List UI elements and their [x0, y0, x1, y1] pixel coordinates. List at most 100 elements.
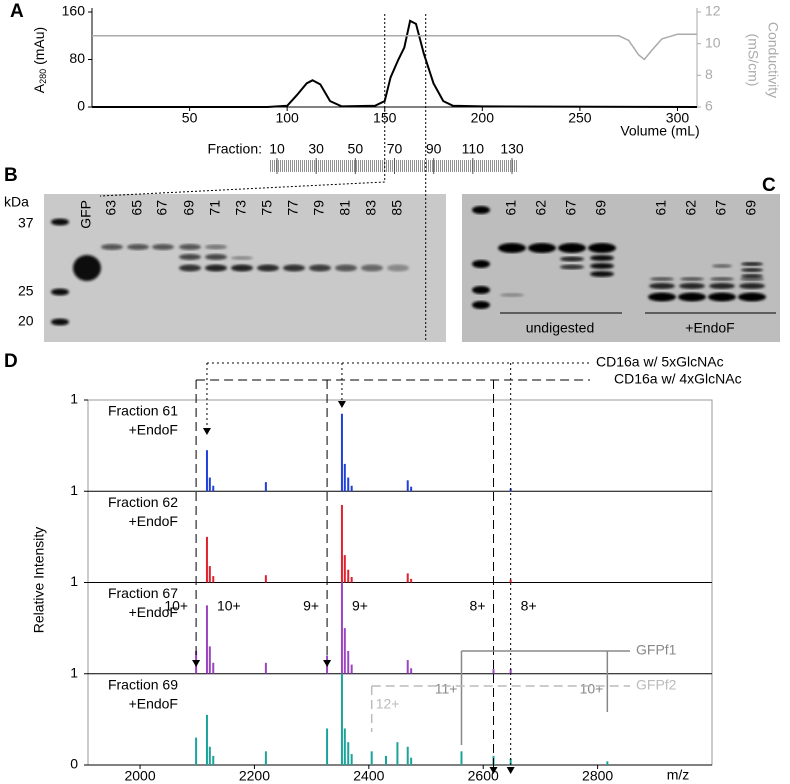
x-tick-label: 250	[568, 110, 592, 126]
lane-label: 65	[129, 200, 145, 216]
gel-band	[472, 301, 490, 309]
data-line	[92, 33, 697, 61]
lane-label: 75	[259, 200, 275, 216]
fragment-charge: 10+	[580, 681, 604, 697]
panel-letter: C	[762, 175, 776, 196]
gel-band	[590, 263, 614, 269]
gel-band	[710, 277, 734, 281]
gel-band	[152, 244, 174, 250]
gel-band	[649, 283, 675, 289]
gel-band	[283, 264, 305, 272]
x-tick-label: 2400	[353, 768, 384, 784]
lane-label: 69	[593, 200, 609, 216]
spectrum-label: Fraction 62	[108, 494, 178, 510]
fraction-scale	[270, 160, 517, 172]
gel-band	[335, 264, 357, 272]
fraction-tick-label: 130	[500, 141, 524, 157]
gel-band	[648, 292, 676, 302]
gel-band	[709, 283, 735, 289]
spectrum-label: +EndoF	[129, 695, 178, 711]
gel-band	[51, 218, 69, 226]
lane-label: 73	[233, 200, 249, 216]
y-tick-label: 160	[62, 3, 86, 19]
y-tick-label: 1	[70, 664, 78, 680]
gel-band	[179, 254, 201, 260]
lane-label: 83	[363, 200, 379, 216]
arrow-head	[337, 401, 346, 408]
lane-label: 77	[285, 200, 301, 216]
gel-band	[309, 264, 331, 272]
y-tick-label: 0	[70, 756, 78, 772]
lane-label: 67	[713, 200, 729, 216]
gel-band	[257, 264, 279, 272]
fraction-label: Fraction:	[208, 141, 262, 157]
lane-label: 67	[154, 200, 170, 216]
lane-label: 71	[207, 200, 223, 216]
lane-label: 63	[103, 200, 119, 216]
lane-label: 67	[563, 200, 579, 216]
gel-band	[361, 264, 383, 272]
x-axis-label: m/z	[667, 767, 690, 783]
y2-tick-label: 8	[705, 66, 713, 82]
lane-label: 81	[337, 200, 353, 216]
gel-band	[472, 286, 490, 294]
x-tick-label: 2000	[124, 768, 155, 784]
gel-band	[740, 277, 764, 281]
charge-label: 9+	[352, 598, 368, 614]
gel-band	[500, 293, 524, 297]
fraction-tick-label: 90	[426, 141, 442, 157]
gel-band	[741, 274, 763, 278]
y2-tick-label: 6	[705, 98, 713, 114]
gel-band	[741, 262, 763, 266]
fragment-label: GFPf1	[636, 642, 677, 658]
lane-label: 69	[743, 200, 759, 216]
gel-band	[231, 264, 253, 272]
gel-band	[738, 292, 766, 302]
gel-band	[560, 264, 584, 270]
y-tick-label: 0	[77, 98, 85, 114]
fragment-label: GFPf2	[636, 677, 677, 693]
gel-band	[205, 244, 227, 250]
gel-band	[650, 277, 674, 281]
lane-label: 85	[389, 200, 405, 216]
y-axis-label: Relative Intensity	[31, 527, 47, 634]
arrow-head	[192, 660, 201, 667]
x-tick-label: 300	[666, 110, 690, 126]
gel-band	[127, 244, 149, 250]
gel-band	[739, 283, 765, 289]
marker-label: 20	[18, 313, 34, 329]
fraction-tick-label: 30	[308, 141, 324, 157]
x-tick-label: 2800	[582, 768, 613, 784]
y2-axis-label: (mS/cm)	[745, 34, 761, 87]
charge-label: 10+	[164, 598, 188, 614]
y2-axis-label: Conductivity	[765, 22, 781, 98]
gel-band	[588, 243, 616, 253]
gel-band	[558, 243, 586, 253]
y-tick-label: 1	[70, 573, 78, 589]
x-tick-label: 150	[373, 110, 397, 126]
gel-band	[231, 256, 253, 260]
panel-letter: A	[10, 1, 24, 22]
arrow-head	[489, 767, 498, 774]
fragment-charge: 11+	[435, 681, 458, 697]
y-tick-label: 1	[70, 391, 78, 407]
y2-tick-label: 12	[705, 3, 721, 19]
gel-band	[590, 255, 614, 261]
arrow-head	[202, 428, 211, 435]
range-marker	[99, 14, 386, 197]
spectrum-label: Fraction 67	[108, 585, 178, 601]
lane-label: 62	[683, 200, 699, 216]
gel-band	[472, 206, 490, 214]
gel-band	[590, 271, 614, 277]
lane-label: GFP	[78, 200, 94, 229]
gel-band	[101, 244, 123, 250]
gel-band	[73, 255, 101, 281]
marker-label: 25	[18, 283, 34, 299]
gel-band	[712, 264, 732, 268]
gel-band	[498, 243, 526, 253]
y2-tick-label: 10	[705, 34, 721, 50]
charge-label: 10+	[217, 598, 241, 614]
group-label: undigested	[526, 320, 595, 336]
